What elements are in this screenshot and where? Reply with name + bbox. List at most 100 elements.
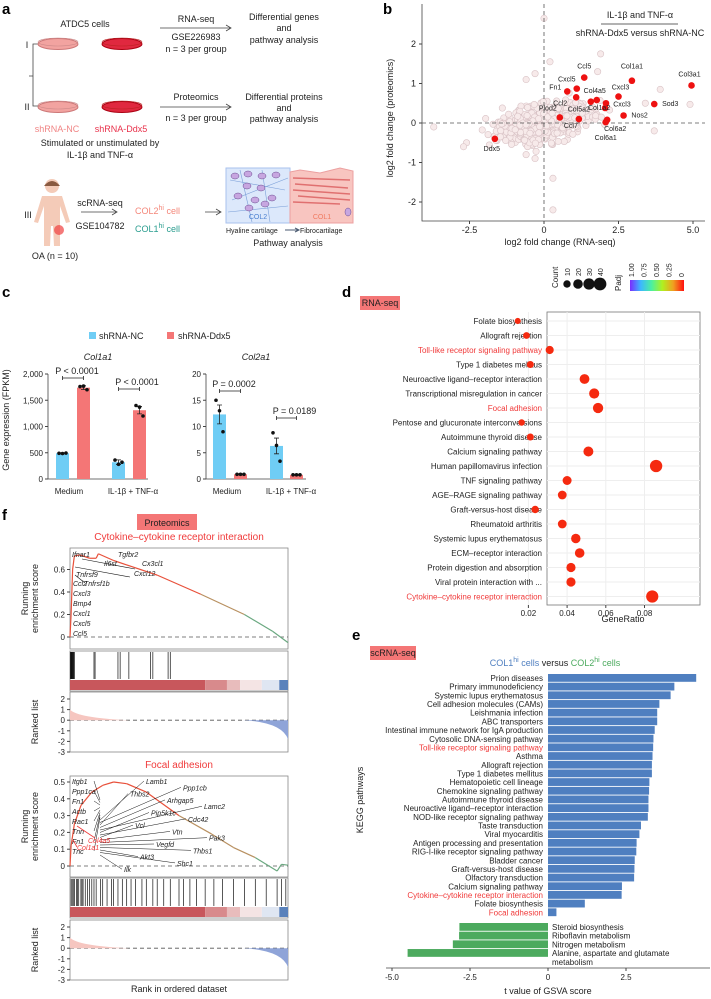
ranked-axis-label: Ranked list — [30, 927, 40, 972]
term-label: Systemic lupus erythematosus — [434, 535, 543, 544]
row-ii-label: II — [24, 102, 29, 112]
term-dot — [526, 360, 534, 369]
x-axis-label: t value of GSVA score — [504, 986, 591, 996]
highlighted-point — [620, 112, 627, 119]
term-label: Calcium signaling pathway — [447, 448, 542, 457]
error-bar — [217, 404, 222, 425]
rank-heatmap-segment — [240, 680, 262, 690]
gene-label: Cxcl5 — [558, 77, 576, 84]
data-point — [116, 462, 121, 467]
pathway-label: Focal adhesion — [489, 908, 543, 917]
background-point — [523, 112, 531, 120]
dish-shrna-nc-2 — [37, 100, 79, 113]
ranked-negative-area — [243, 948, 288, 968]
background-point — [535, 129, 543, 137]
running-es-line — [102, 781, 114, 786]
running-es-line — [74, 554, 80, 557]
data-point — [120, 460, 124, 465]
highlighted-point — [650, 100, 658, 108]
bar-positive — [548, 769, 652, 778]
y-tick-label: 2 — [61, 923, 66, 932]
col1-region-label: COL1 — [313, 214, 331, 221]
human-body-icon — [34, 179, 70, 246]
panel-label-f: f — [2, 507, 8, 524]
axis-frame — [421, 4, 705, 222]
es-frame — [69, 775, 289, 878]
y-tick-label: 1 — [61, 934, 66, 943]
stimulation-text: IL-1β and TNF-α — [67, 150, 133, 160]
arrow-icon — [160, 24, 232, 32]
background-point — [489, 120, 497, 128]
padj-tick-label: 0.25 — [667, 263, 674, 277]
pathway-label: Intestinal immune network for IgA produc… — [385, 726, 543, 735]
rank-heatmap-segment — [279, 907, 288, 917]
y-tick-label: -3 — [58, 976, 66, 985]
background-point — [484, 131, 492, 139]
bar-positive — [548, 717, 658, 726]
bar-positive — [548, 708, 658, 717]
gene-arrow — [99, 799, 166, 828]
running-es-line — [156, 574, 202, 595]
term-dot — [592, 402, 604, 414]
running-es-line — [69, 614, 72, 638]
y-tick-label: 0.2 — [54, 828, 66, 837]
running-es-line — [200, 593, 245, 616]
pathway-label: Prion diseases — [491, 674, 543, 683]
background-point — [641, 99, 649, 107]
es-axis-label: Running — [20, 582, 30, 616]
background-point — [498, 104, 506, 112]
ranked-frame — [69, 691, 289, 753]
gene-label: Col6a1 — [595, 135, 617, 142]
background-point — [578, 109, 586, 117]
x-tick-label: -2.5 — [462, 225, 478, 235]
term-dot — [646, 590, 659, 603]
es-axis-label: enrichment score — [30, 564, 40, 633]
bar-positive — [548, 778, 650, 786]
gene-label: Arhgap5 — [166, 798, 194, 805]
proteomics-result-line: Differential proteins — [245, 92, 323, 102]
category-label: Medium — [55, 487, 84, 496]
highlighted-point — [602, 118, 609, 126]
data-point — [238, 472, 243, 477]
x-tick-label: 2.5 — [620, 973, 632, 982]
rank-heatmap-segment — [261, 680, 280, 690]
background-point — [498, 120, 506, 128]
term-dot — [545, 345, 554, 355]
subplot-title: Col1a1 — [84, 352, 113, 362]
pathway-label: Alanine, aspartate and glutamate — [552, 949, 670, 958]
y-tick-label: 0.4 — [54, 795, 66, 804]
bar-positive — [548, 700, 660, 708]
gene-label: Vegfd — [156, 842, 175, 849]
gene-label: Nos2 — [631, 112, 647, 119]
pathway-label: Antigen processing and presentation — [413, 839, 543, 848]
y-tick-label: 20 — [192, 370, 201, 379]
pathway-label: Neuroactive ligand–receptor interaction — [404, 804, 543, 813]
background-point — [554, 137, 562, 145]
pathway-label: Hematopoietic cell lineage — [450, 778, 544, 787]
gene-arrow — [99, 824, 134, 838]
running-es-line — [91, 784, 104, 793]
data-point — [291, 473, 295, 477]
background-point — [460, 143, 468, 151]
data-point — [134, 403, 138, 408]
data-point — [57, 451, 61, 456]
gene-label: Fn1 — [72, 839, 84, 846]
y-tick-label: -1 — [58, 955, 66, 964]
y-tick-label: 2,000 — [23, 370, 44, 379]
highlighted-point — [556, 114, 564, 121]
background-point — [543, 122, 551, 130]
rank-heatmap-segment — [226, 907, 241, 917]
background-point — [544, 113, 552, 121]
term-label: Rheumatoid arthritis — [470, 520, 542, 529]
gene-label: Ccl2 — [553, 100, 567, 107]
gene-label: Shc1 — [177, 861, 193, 868]
background-point — [505, 110, 513, 118]
bar-positive — [548, 795, 649, 804]
x-axis-label: GeneRatio — [601, 614, 644, 624]
term-label: Autoimmune thyroid disease — [441, 433, 542, 442]
plot-frame — [546, 311, 701, 606]
pathway-label: Calcium signaling pathway — [448, 882, 543, 891]
y-tick-label: 0.2 — [54, 611, 66, 620]
term-dot — [562, 475, 572, 486]
bar-positive — [548, 682, 675, 691]
